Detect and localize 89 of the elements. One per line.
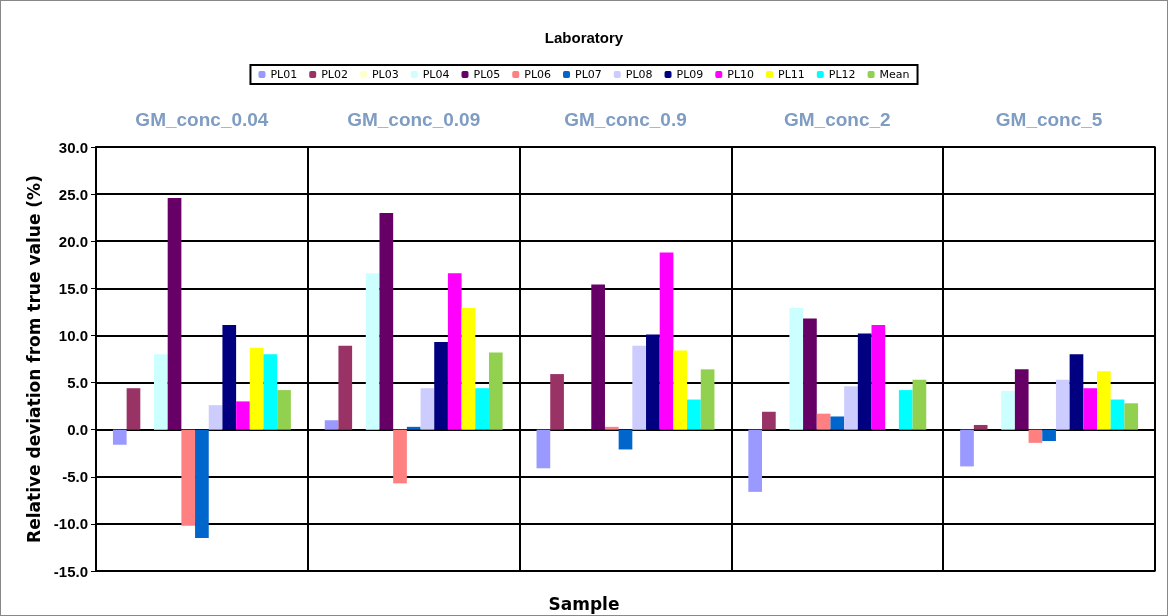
bar bbox=[830, 416, 845, 430]
bar bbox=[871, 325, 886, 430]
bar bbox=[1097, 371, 1111, 430]
legend-label: PL03 bbox=[371, 68, 399, 81]
legend-label: PL07 bbox=[575, 68, 602, 81]
bar bbox=[1069, 354, 1084, 430]
legend-label: PL11 bbox=[778, 68, 805, 81]
bar bbox=[365, 273, 380, 430]
legend-label: PL04 bbox=[422, 68, 450, 81]
x-tick-label: GM_conc_0.9 bbox=[564, 109, 687, 130]
bar bbox=[604, 426, 619, 430]
bar bbox=[748, 429, 763, 492]
y-axis-title: Relative deviation from true value (%) bbox=[24, 175, 45, 543]
bar bbox=[898, 390, 913, 430]
y-tick-label: -10.0 bbox=[53, 515, 88, 533]
bar bbox=[591, 284, 605, 430]
bar bbox=[816, 413, 831, 430]
bar bbox=[263, 354, 278, 430]
bar bbox=[536, 429, 551, 469]
bar bbox=[379, 212, 394, 430]
bar bbox=[461, 308, 476, 430]
bar bbox=[1110, 399, 1125, 430]
bar bbox=[618, 429, 633, 450]
legend-label: PL12 bbox=[828, 68, 856, 81]
y-tick-label: -15.0 bbox=[53, 562, 88, 580]
bar bbox=[700, 369, 715, 430]
bar bbox=[420, 388, 435, 430]
bar bbox=[249, 347, 264, 430]
bar bbox=[434, 342, 448, 430]
bar bbox=[406, 426, 421, 430]
bar bbox=[1055, 379, 1070, 430]
bar bbox=[844, 386, 858, 430]
bar bbox=[1014, 369, 1029, 430]
bar bbox=[1001, 391, 1015, 430]
bar bbox=[181, 429, 196, 526]
bar bbox=[687, 399, 701, 430]
bar bbox=[154, 354, 168, 430]
y-tick-label: 0.0 bbox=[67, 421, 88, 439]
bar bbox=[167, 197, 182, 430]
bar bbox=[762, 411, 776, 430]
bar bbox=[673, 350, 688, 430]
bar bbox=[646, 334, 660, 430]
y-tick-label: 30.0 bbox=[58, 138, 88, 156]
legend-label: PL08 bbox=[625, 68, 653, 81]
y-tick-label: 5.0 bbox=[67, 374, 88, 392]
bar bbox=[208, 405, 223, 430]
bar bbox=[659, 252, 674, 430]
bar bbox=[222, 325, 237, 430]
legend-label: PL10 bbox=[727, 68, 755, 81]
bar bbox=[277, 390, 291, 430]
bar bbox=[803, 318, 817, 430]
bar bbox=[1083, 388, 1097, 430]
bar bbox=[112, 429, 127, 445]
bar bbox=[195, 429, 209, 539]
bar bbox=[789, 308, 804, 430]
y-tick-label: 25.0 bbox=[58, 185, 88, 203]
y-tick-label: 15.0 bbox=[58, 279, 88, 297]
x-tick-label: GM_conc_2 bbox=[783, 109, 891, 130]
legend-label: PL05 bbox=[473, 68, 501, 81]
bar bbox=[393, 429, 407, 484]
x-tick-label: GM_conc_0.09 bbox=[347, 109, 481, 130]
legend-label: PL02 bbox=[321, 68, 348, 81]
bar bbox=[1042, 429, 1056, 441]
legend-label: Mean bbox=[879, 68, 910, 81]
legend-label: PL01 bbox=[270, 68, 298, 81]
bar bbox=[475, 388, 489, 430]
bar bbox=[550, 374, 564, 430]
y-tick-label: 20.0 bbox=[58, 232, 88, 250]
bar bbox=[488, 352, 503, 430]
bar bbox=[447, 273, 462, 430]
bar bbox=[1124, 403, 1139, 430]
bar bbox=[632, 345, 647, 430]
bar bbox=[960, 429, 974, 467]
bar bbox=[126, 388, 141, 430]
bar bbox=[857, 333, 872, 430]
legend-label: PL06 bbox=[524, 68, 552, 81]
y-tick-label: 10.0 bbox=[58, 326, 88, 344]
x-axis-title: Sample bbox=[548, 593, 620, 614]
y-tick-label: -5.0 bbox=[62, 468, 88, 486]
legend-label: PL09 bbox=[676, 68, 704, 81]
bar bbox=[338, 345, 353, 430]
x-tick-label: GM_conc_0.04 bbox=[135, 109, 269, 130]
x-tick-label: GM_conc_5 bbox=[995, 109, 1103, 130]
bar bbox=[1028, 429, 1043, 443]
bar bbox=[912, 379, 927, 430]
bar bbox=[324, 420, 339, 430]
bar bbox=[236, 401, 250, 430]
bar bbox=[973, 424, 988, 430]
chart-title: Laboratory bbox=[544, 29, 624, 46]
